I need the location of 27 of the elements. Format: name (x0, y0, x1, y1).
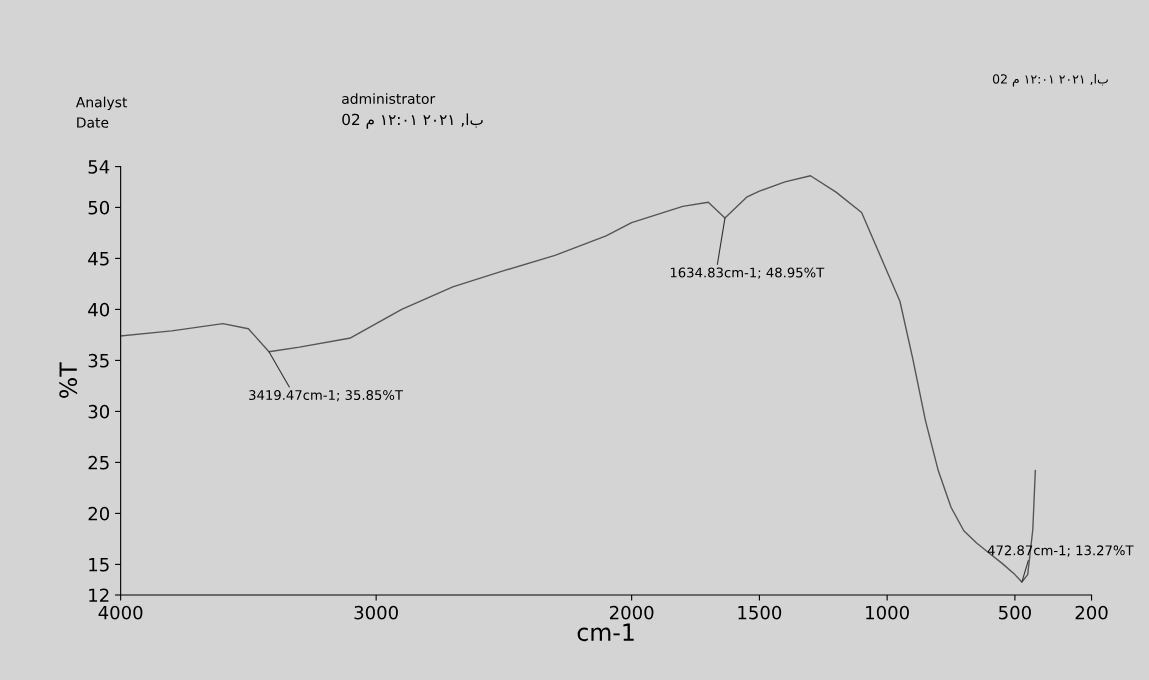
y-tick-label: 40 (88, 302, 110, 317)
text: 02 م ١٢:٠١ ٢٠٢١ ,اب (342, 113, 483, 129)
x-axis-title: cm-1 (577, 623, 634, 642)
y-tick-label: 20 (88, 506, 110, 521)
x-tick-label: 3000 (354, 605, 398, 620)
y-tick-label: 15 (89, 558, 109, 572)
annotation: 1634.83cm-1; 48.95%T (670, 267, 825, 279)
text: Analyst (75, 96, 128, 111)
y-tick-label: 30 (88, 404, 110, 419)
x-tick-label: 200 (1075, 605, 1108, 620)
text: Date (77, 117, 109, 128)
x-tick-label: 500 (999, 605, 1031, 620)
y-tick-label: 12 (89, 588, 109, 602)
y-tick-label: 45 (88, 252, 109, 266)
y-tick-label: 25 (88, 455, 109, 470)
y-tick-label: 50 (88, 200, 110, 215)
y-tick-label: 54 (88, 160, 110, 174)
x-tick-label: 1500 (738, 605, 782, 620)
y-tick-label: 35 (88, 353, 109, 368)
x-tick-label: 2000 (610, 605, 654, 620)
y-axis-title: %T (59, 362, 78, 398)
annotation: 472.87cm-1; 13.27%T (987, 545, 1134, 557)
text: administrator (342, 93, 436, 104)
text: 02 م ١٢:٠١ ٢٠٢١ ,اب (992, 73, 1108, 87)
x-tick-label: 4000 (98, 605, 143, 620)
annotation: 3419.47cm-1; 35.85%T (249, 390, 404, 402)
x-tick-label: 1000 (866, 605, 909, 620)
